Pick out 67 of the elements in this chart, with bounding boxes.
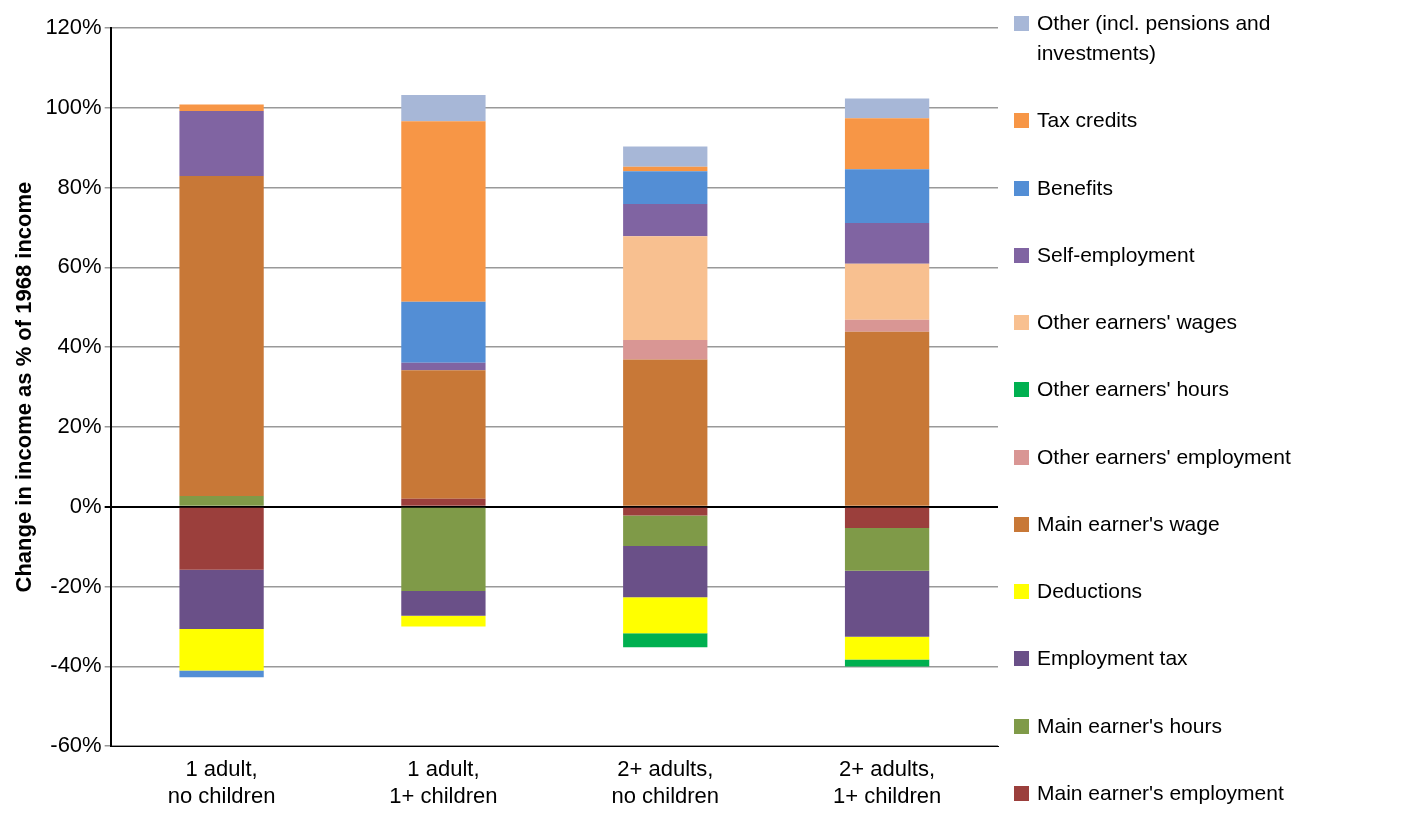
bar: [401, 507, 486, 591]
bar: [179, 628, 264, 671]
bar: [401, 590, 486, 616]
x-tick-label: 2+ adults, no children: [611, 756, 720, 808]
bar: [401, 121, 486, 302]
bar: [179, 670, 264, 678]
legend-label: Benefits: [1037, 174, 1113, 201]
bar: [844, 331, 930, 506]
bar: [844, 169, 930, 224]
bar: [179, 104, 264, 111]
bar: [844, 98, 930, 119]
bar: [623, 236, 708, 341]
x-tick-label: 2+ adults, 1+ children: [832, 756, 942, 808]
bar: [179, 569, 264, 629]
bar: [844, 527, 930, 571]
bar: [844, 507, 930, 528]
legend-label: Main earner's wage: [1037, 510, 1220, 537]
bar: [623, 146, 708, 167]
bar: [401, 498, 486, 506]
bar: [401, 370, 486, 499]
bar: [844, 570, 930, 637]
legend-label: Deductions: [1037, 578, 1143, 605]
x-tick-label: 1 adult, no children: [167, 756, 276, 808]
bar: [623, 166, 708, 172]
bar: [179, 176, 264, 497]
bar: [401, 301, 486, 363]
bar: [401, 95, 486, 122]
legend-label: Other earners' wages: [1037, 309, 1238, 336]
bar: [623, 507, 708, 516]
y-tick-label: 80%: [57, 173, 102, 199]
bar: [844, 118, 930, 170]
bar: [623, 203, 708, 237]
legend-label: Employment tax: [1037, 645, 1188, 672]
y-tick-label: 0%: [69, 492, 102, 518]
bar: [623, 515, 708, 546]
y-tick-label: -40%: [50, 652, 102, 678]
y-tick-label: 60%: [57, 253, 102, 279]
bar: [844, 263, 930, 320]
bar: [623, 359, 708, 506]
bar: [179, 110, 264, 177]
legend-label: Tax credits: [1037, 107, 1138, 134]
bar: [623, 171, 708, 204]
bar: [179, 507, 264, 570]
legend-label: Other (incl. pensions and investments): [1037, 10, 1272, 66]
bar: [844, 636, 930, 660]
y-tick-label: 120%: [45, 14, 102, 40]
bar: [623, 340, 708, 360]
legend-label: Main earner's employment: [1037, 779, 1284, 806]
y-tick-label: 20%: [57, 413, 102, 439]
bar: [623, 545, 708, 598]
legend-label: Other earners' hours: [1037, 376, 1229, 403]
bar: [844, 223, 930, 264]
bar: [623, 633, 708, 648]
y-axis-title: Change in income as % of 1968 income: [11, 181, 37, 593]
y-tick-label: 100%: [45, 93, 102, 119]
y-tick-label: -20%: [50, 572, 102, 598]
bar: [179, 496, 264, 506]
legend-label: Other earners' employment: [1037, 443, 1291, 470]
bar: [844, 319, 930, 332]
legend-label: Self-employment: [1037, 241, 1195, 268]
y-tick-label: -60%: [50, 732, 102, 758]
legend-label: Main earner's hours: [1037, 712, 1222, 739]
bar: [623, 597, 708, 634]
bar: [401, 362, 486, 371]
y-tick-label: 40%: [57, 333, 102, 359]
x-tick-label: 1 adult, 1+ children: [389, 756, 498, 808]
bar: [401, 615, 486, 627]
